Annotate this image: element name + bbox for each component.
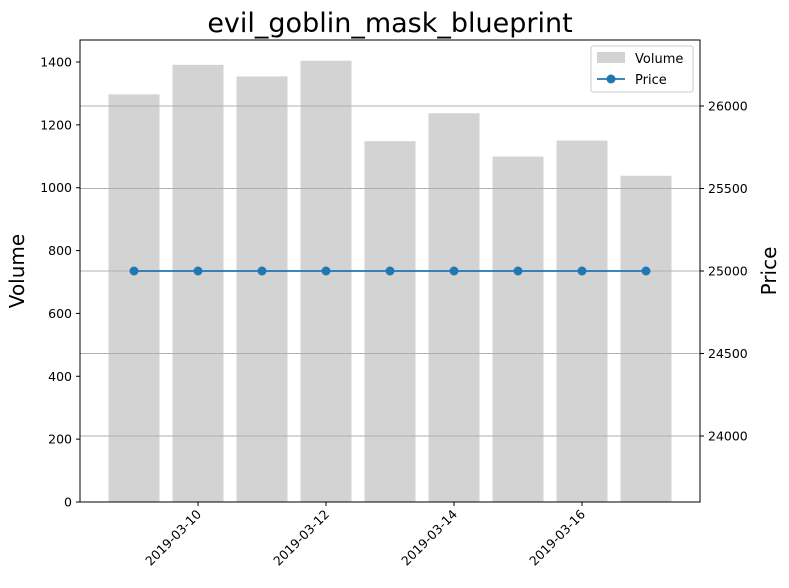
y-tick-label: 600 [48, 306, 72, 321]
volume-bar [236, 76, 288, 502]
plot-area: 0 200 400 600 800 1000 1200 1400 24000 24500 25000… [40, 39, 748, 569]
volume-bar [108, 94, 160, 502]
y-tick-label: 800 [48, 243, 72, 258]
chart-title: evil_goblin_mask_blueprint [207, 8, 572, 39]
legend-price-marker [606, 74, 616, 84]
y-tick-label: 1200 [40, 117, 72, 132]
y-tick-label: 0 [64, 495, 72, 510]
x-tick-label: 2019-03-16 [526, 506, 588, 568]
volume-bar [428, 113, 480, 502]
x-tick-label: 2019-03-14 [398, 506, 460, 568]
y-tick-label: 400 [48, 369, 72, 384]
price-point [321, 266, 331, 276]
y2-tick-label: 25500 [708, 181, 748, 196]
y-axis-label: Volume [5, 234, 29, 308]
price-point [449, 266, 459, 276]
volume-bar [364, 141, 416, 502]
x-tick-label: 2019-03-10 [142, 506, 204, 568]
legend: Volume Price [590, 45, 694, 93]
y2-tick-label: 25000 [708, 264, 748, 279]
y-tick-label: 1000 [40, 180, 72, 195]
price-point [385, 266, 395, 276]
y2-tick-label: 24500 [708, 346, 748, 361]
volume-bar [556, 140, 608, 503]
y2-tick-label: 24000 [708, 429, 748, 444]
y-tick-label: 1400 [40, 55, 72, 70]
y-tick-label: 200 [48, 432, 72, 447]
legend-volume-swatch [597, 52, 625, 63]
price-point [577, 266, 587, 276]
volume-bar [172, 64, 224, 502]
legend-volume-label: Volume [635, 52, 683, 67]
y2-tick-label: 26000 [708, 99, 748, 114]
x-tick-label: 2019-03-12 [270, 507, 332, 569]
volume-bar [492, 156, 544, 502]
price-point [193, 266, 203, 276]
price-point [129, 266, 139, 276]
price-point [513, 266, 523, 276]
price-point [641, 266, 651, 276]
volume-bar [620, 175, 672, 502]
volume-bar [300, 60, 352, 502]
legend-price-label: Price [635, 73, 667, 88]
y2-axis-label: Price [757, 247, 781, 296]
price-point [257, 266, 267, 276]
